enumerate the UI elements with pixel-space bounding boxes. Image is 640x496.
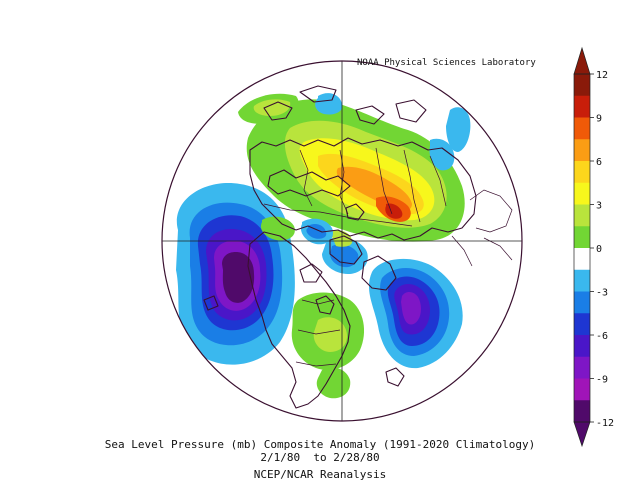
colorbar-tick-label: -3 xyxy=(596,288,608,299)
colorbar-band xyxy=(574,226,590,249)
colorbar-tick-label: 0 xyxy=(596,244,602,255)
colorbar-band xyxy=(574,356,590,379)
colorbar-band xyxy=(574,291,590,314)
north-pacific-low xyxy=(176,183,295,365)
colorbar-band xyxy=(574,248,590,271)
colorbar-band xyxy=(574,204,590,227)
colorbar-band xyxy=(574,139,590,162)
colorbar-tick-label: 3 xyxy=(596,201,602,212)
colorbar-band xyxy=(574,161,590,184)
map-boundary xyxy=(161,60,523,422)
caption-title: Sea Level Pressure (mb) Composite Anomal… xyxy=(104,438,536,451)
colorbar-tick-label: -9 xyxy=(596,375,608,386)
north-atlantic-low xyxy=(322,237,463,369)
colorbar-band xyxy=(574,74,590,97)
colorbar-band xyxy=(574,378,590,401)
anomaly-field xyxy=(162,61,522,421)
colorbar-band xyxy=(574,182,590,205)
colorbar-band xyxy=(574,400,590,423)
colorbar-top-arrow xyxy=(573,46,591,75)
colorbar-tick-label: -12 xyxy=(596,418,614,429)
colorbar-tick-label: 9 xyxy=(596,114,602,125)
colorbar-band xyxy=(574,313,590,336)
colorbar: 12 9 6 3 0 -3 -6 -9 -12 xyxy=(573,46,614,448)
eurasian-high xyxy=(238,93,465,242)
colorbar-tick-label: 12 xyxy=(596,70,608,81)
credit-label: NOAA Physical Sciences Laboratory xyxy=(357,58,536,68)
minor-negative-cells xyxy=(300,93,471,245)
colorbar-band xyxy=(574,269,590,292)
colorbar-band xyxy=(574,95,590,118)
colorbar-band xyxy=(574,117,590,140)
graticule xyxy=(162,61,522,421)
colorbar-tick-label: 6 xyxy=(596,157,602,168)
colorbar-tick-label: -6 xyxy=(596,331,608,342)
caption-dates: 2/1/80 to 2/28/80 xyxy=(260,451,380,464)
caption-source: NCEP/NCAR Reanalysis xyxy=(253,468,387,481)
political-borders xyxy=(263,89,513,367)
coastlines xyxy=(203,85,477,409)
colorbar-band xyxy=(574,335,590,358)
